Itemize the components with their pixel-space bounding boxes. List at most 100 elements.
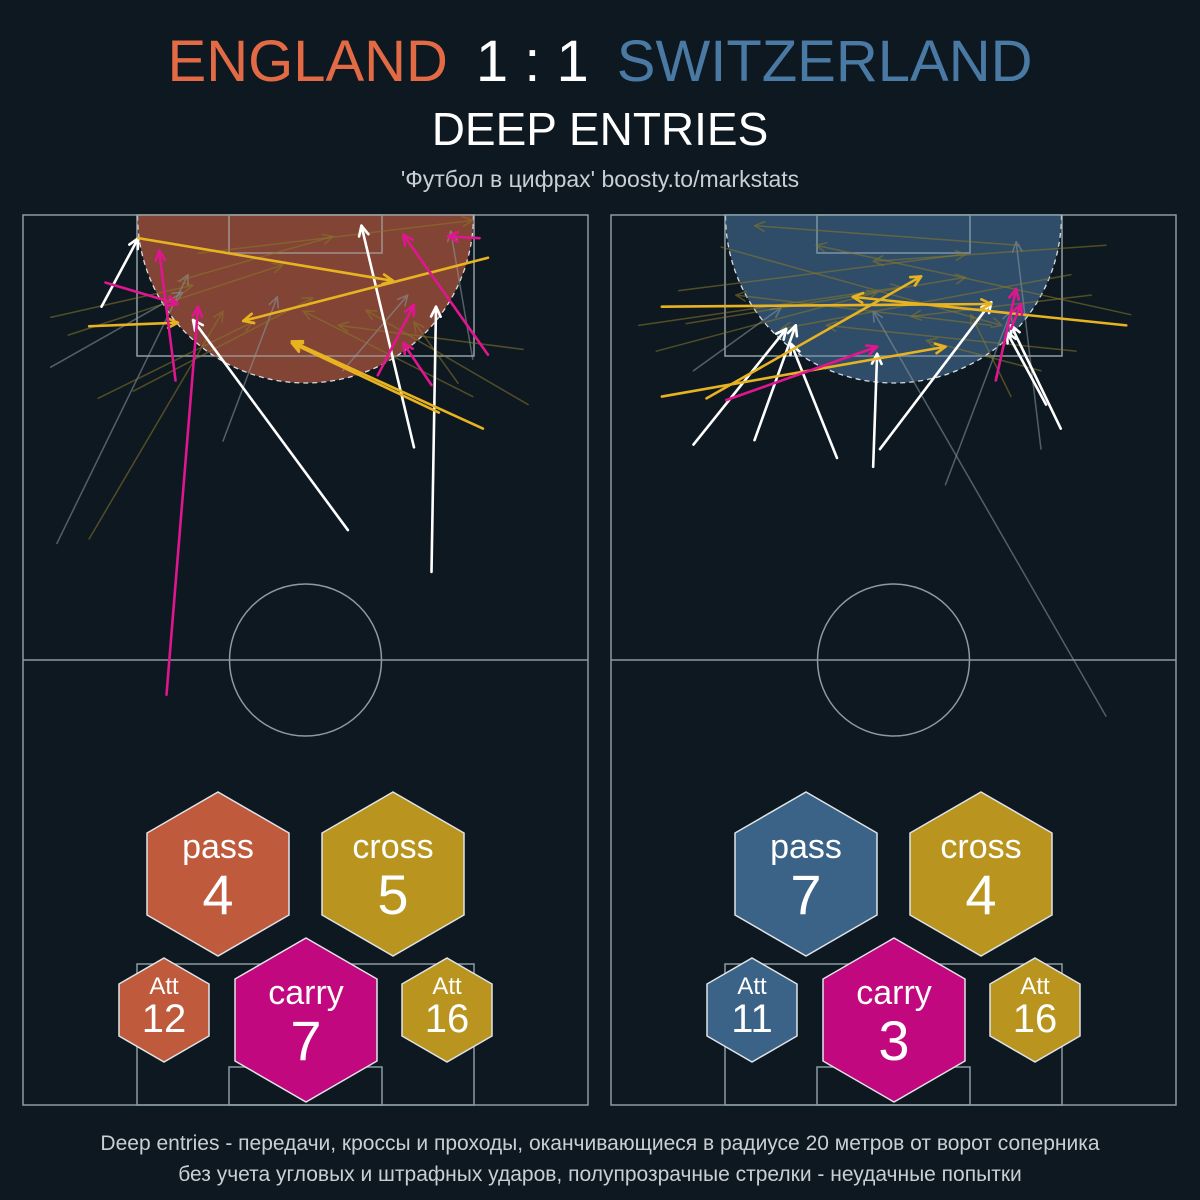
arrow-head bbox=[908, 275, 923, 287]
arrow-head bbox=[242, 312, 256, 325]
arrow-shaft bbox=[655, 291, 878, 352]
arrow-shaft bbox=[56, 273, 189, 545]
arrow-head bbox=[268, 296, 279, 309]
failed-cross-arrow bbox=[815, 241, 1132, 316]
arrow-shaft bbox=[449, 230, 474, 360]
arrow-head bbox=[980, 297, 993, 311]
arrow-shaft bbox=[825, 324, 1077, 352]
pass-arrow bbox=[1009, 324, 1063, 430]
arrow-head bbox=[337, 321, 350, 333]
arrow-shaft bbox=[678, 253, 967, 292]
stat-label: carry bbox=[268, 974, 344, 1012]
home-team-name: ENGLAND bbox=[167, 29, 448, 94]
failed-cross-arrow bbox=[720, 246, 1003, 329]
arrow-head bbox=[396, 294, 409, 307]
stat-value: 11 bbox=[731, 997, 773, 1041]
arrow-head bbox=[401, 341, 415, 356]
footer-note: Deep entries - передачи, кроссы и проход… bbox=[0, 1128, 1200, 1190]
failed-pass-arrow bbox=[1011, 240, 1042, 450]
arrow-shaft bbox=[970, 313, 1012, 398]
failed-cross-arrow bbox=[825, 320, 1077, 352]
arrow-head bbox=[954, 273, 967, 285]
pass-arrow bbox=[357, 224, 416, 449]
stat-value: 5 bbox=[377, 863, 408, 926]
arrow-head bbox=[735, 290, 748, 302]
carry-arrow bbox=[154, 249, 177, 382]
stat-value: 16 bbox=[1013, 997, 1058, 1041]
failed-cross-arrow bbox=[872, 244, 1107, 267]
arrow-head bbox=[461, 216, 474, 228]
stat-hexagon bbox=[822, 937, 966, 1103]
arrow-head bbox=[429, 305, 442, 318]
failed-pass-arrow bbox=[872, 310, 1107, 717]
failed-cross-arrow bbox=[67, 262, 284, 336]
arrow-shaft bbox=[132, 297, 314, 392]
arrow-shaft bbox=[1005, 331, 1048, 406]
arrow-head bbox=[980, 300, 993, 315]
arrow-shaft bbox=[157, 249, 177, 382]
arrow-shaft bbox=[705, 275, 923, 400]
arrow-head bbox=[446, 230, 460, 243]
arrow-shaft bbox=[376, 303, 416, 377]
arrow-head bbox=[933, 342, 947, 355]
arrow-shaft bbox=[685, 276, 967, 325]
arrow-head bbox=[825, 320, 838, 332]
arrow-shaft bbox=[724, 345, 879, 402]
arrow-head bbox=[1009, 324, 1021, 338]
failed-cross-arrow bbox=[49, 282, 194, 319]
arrow-shaft bbox=[1009, 324, 1063, 430]
arrow-head bbox=[954, 249, 967, 261]
arrow-head bbox=[925, 337, 938, 349]
stat-label: pass bbox=[770, 828, 842, 866]
arrow-head bbox=[154, 249, 167, 263]
pass-arrow bbox=[1005, 331, 1048, 406]
arrow-head bbox=[302, 310, 315, 321]
arrow-shaft bbox=[789, 342, 839, 460]
arrow-head bbox=[864, 344, 879, 356]
arrow-head bbox=[213, 310, 224, 323]
arrow-head bbox=[786, 324, 799, 338]
arrow-head bbox=[753, 220, 766, 232]
arrow-shaft bbox=[290, 341, 441, 414]
failed-cross-arrow bbox=[753, 220, 1021, 247]
arrow-shaft bbox=[401, 233, 490, 357]
stat-hexagon bbox=[146, 791, 290, 957]
stat-label: Att bbox=[432, 973, 462, 1000]
carry-arrow bbox=[376, 303, 416, 377]
arrow-shaft bbox=[365, 309, 529, 406]
stat-label: cross bbox=[352, 828, 433, 866]
goal-box-overlay bbox=[228, 214, 383, 254]
stat-value: 4 bbox=[202, 863, 233, 926]
arrow-shaft bbox=[720, 246, 1003, 327]
arrow-shaft bbox=[851, 295, 1128, 327]
arrow-head bbox=[271, 262, 284, 274]
footer-line-2: без учета угловых и штрафных ударов, пол… bbox=[178, 1163, 1022, 1186]
arrow-shaft bbox=[242, 256, 490, 323]
failed-pass-arrow bbox=[692, 306, 782, 372]
cross-arrow bbox=[290, 339, 485, 430]
footer-line-1: Deep entries - передачи, кроссы и проход… bbox=[100, 1132, 1100, 1155]
failed-pass-arrow bbox=[342, 294, 409, 372]
arrow-head bbox=[990, 317, 1003, 329]
arrow-head bbox=[365, 309, 378, 321]
arrow-shaft bbox=[67, 264, 284, 336]
carry-arrow bbox=[401, 341, 433, 387]
cross-arrow bbox=[87, 317, 180, 330]
pass-arrow bbox=[191, 318, 350, 532]
arrow-shaft bbox=[430, 305, 438, 574]
arrow-head bbox=[165, 295, 180, 308]
stat-value: 16 bbox=[425, 997, 470, 1041]
cross-arrow bbox=[851, 291, 1128, 327]
credit-line: 'Футбол в цифрах' boosty.to/markstats bbox=[400, 166, 800, 192]
arrow-shaft bbox=[1009, 302, 1023, 331]
failed-cross-arrow bbox=[88, 310, 224, 540]
arrow-shaft bbox=[872, 310, 1107, 717]
arrow-head bbox=[851, 291, 865, 304]
